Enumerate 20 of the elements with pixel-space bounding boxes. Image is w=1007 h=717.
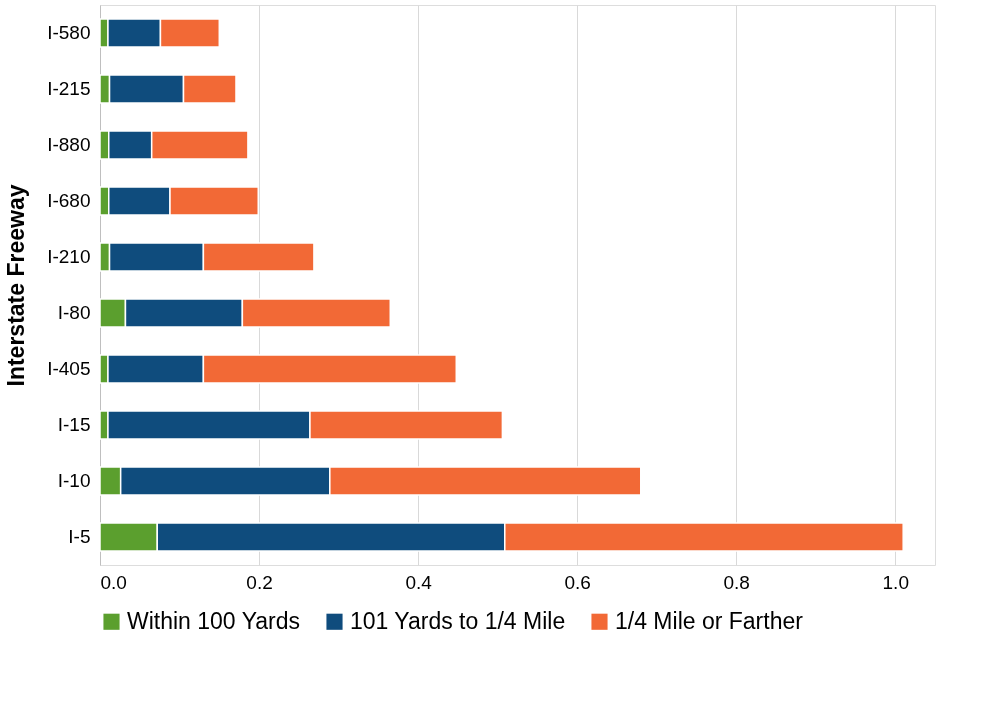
y-tick-label: I-215 [47,78,91,99]
legend-label: Within 100 Yards [127,607,301,634]
legend-label: 1/4 Mile or Farther [615,607,804,634]
y-tick-label: I-5 [68,526,91,547]
x-tick-label: 0.8 [723,571,750,593]
x-tick-label: 0.2 [246,571,273,593]
legend-label: 101 Yards to 1/4 Mile [350,607,566,634]
x-tick-label: 0.0 [100,571,127,593]
y-tick-label: I-210 [47,246,91,267]
y-axis-title: Interstate Freeway [3,184,30,387]
x-tick-label: 1.0 [882,571,909,593]
y-tick-label: I-680 [47,190,91,211]
y-tick-label: I-880 [47,134,91,155]
y-tick-label: I-580 [47,22,91,43]
x-tick-label: 0.6 [564,571,591,593]
y-tick-label: I-15 [57,414,91,435]
y-tick-label: I-405 [47,358,91,379]
x-tick-label: 0.4 [405,571,433,593]
y-tick-label: I-80 [57,302,91,323]
y-tick-label: I-10 [57,470,91,491]
